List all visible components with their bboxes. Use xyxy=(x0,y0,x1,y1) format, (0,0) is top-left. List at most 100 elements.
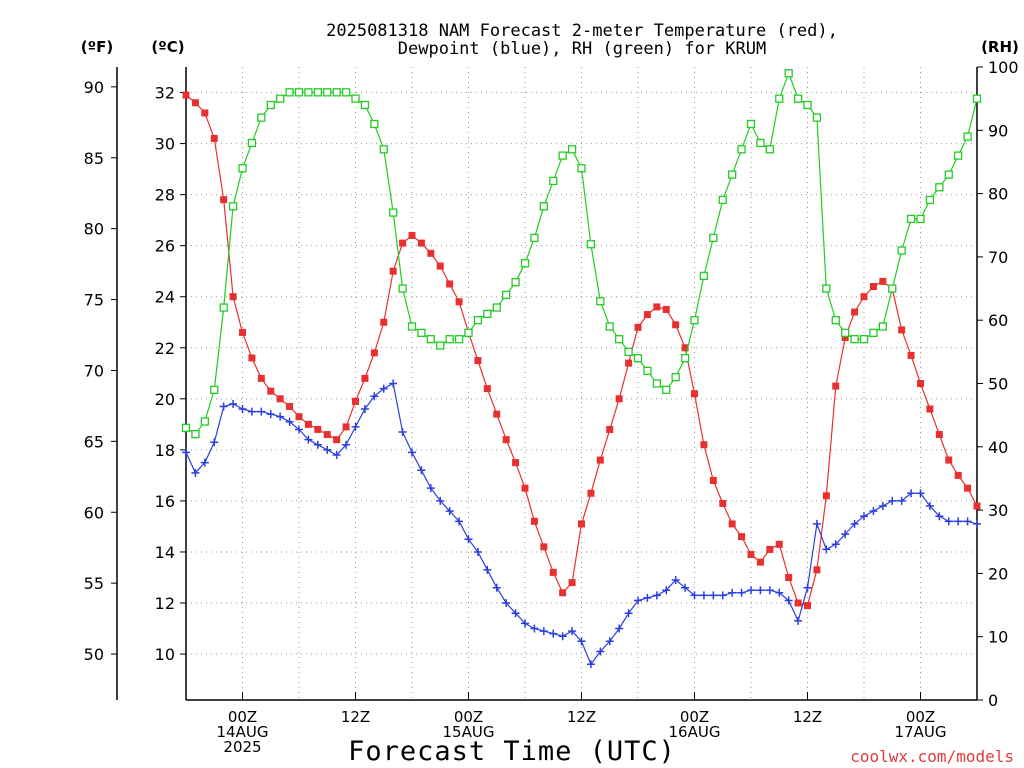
rh-point xyxy=(605,322,614,331)
dewpoint-point xyxy=(925,502,934,511)
rh-point xyxy=(304,88,313,97)
rh-point xyxy=(775,94,784,103)
rh-point xyxy=(379,145,388,154)
dewpoint-point xyxy=(775,588,784,597)
temperature-point xyxy=(389,267,397,275)
rh-point xyxy=(360,100,370,110)
rh-point xyxy=(454,335,464,344)
axes xyxy=(111,66,983,701)
dewpoint-point xyxy=(596,647,605,656)
rh-point xyxy=(549,176,558,186)
rh-point xyxy=(615,335,624,344)
temperature-point xyxy=(210,134,218,142)
rh-tick-label: 20 xyxy=(988,564,1008,583)
dewpoint-point xyxy=(266,410,275,419)
rh-tick-label: 30 xyxy=(988,501,1008,520)
temperature-point xyxy=(239,328,246,336)
rh-point xyxy=(746,119,756,129)
temperature-point xyxy=(832,382,840,390)
dewpoint-point xyxy=(709,591,718,600)
dewpoint-point xyxy=(822,545,831,554)
dewpoint-point xyxy=(803,583,812,592)
rh-point xyxy=(219,303,228,312)
temperature-point xyxy=(775,540,783,548)
dewpoint-point xyxy=(182,448,190,457)
rh-point xyxy=(662,385,671,394)
temperature-point xyxy=(229,293,237,301)
rh-point xyxy=(935,183,944,192)
dewpoint-point xyxy=(634,596,642,605)
dewpoint-point xyxy=(869,507,878,516)
temperature-point xyxy=(361,374,369,382)
temperature-point xyxy=(502,436,510,444)
rh-point xyxy=(389,208,398,217)
rh-point xyxy=(822,284,831,293)
rh-point xyxy=(285,88,294,97)
temperature-point xyxy=(304,420,312,428)
rh-point xyxy=(888,284,897,293)
x-tick-label: 17AUG xyxy=(895,723,947,741)
celsius-tick-label: 26 xyxy=(155,237,175,256)
rh-tick-label: 90 xyxy=(988,121,1008,140)
rh-point xyxy=(596,297,605,306)
dewpoint-point xyxy=(558,632,567,641)
rh-point xyxy=(181,423,191,432)
temperature-point xyxy=(578,520,585,528)
dewpoint-point xyxy=(577,637,586,646)
dewpoint-point xyxy=(756,586,765,595)
fahrenheit-unit-label: (ºF) xyxy=(81,38,113,56)
temperature-point xyxy=(756,558,764,566)
celsius-tick-label: 14 xyxy=(155,543,175,562)
temperature-point xyxy=(587,489,595,497)
temperature-point xyxy=(596,456,604,464)
dewpoint-point xyxy=(944,517,953,526)
x-tick-label: 12Z xyxy=(341,708,370,726)
temperature-point xyxy=(643,311,651,319)
rh-point xyxy=(643,366,652,375)
temperature-point xyxy=(634,323,642,331)
rh-point xyxy=(652,379,661,388)
dewpoint-point xyxy=(379,384,388,393)
fahrenheit-tick-label: 90 xyxy=(84,78,104,97)
temperature-point xyxy=(738,533,746,541)
dewpoint-point xyxy=(285,417,294,426)
rh-point xyxy=(502,290,511,300)
celsius-tick-label: 16 xyxy=(155,492,175,511)
rh-point xyxy=(567,145,577,154)
rh-point xyxy=(954,151,963,160)
temperature-point xyxy=(295,413,303,421)
rh-point xyxy=(944,170,953,179)
temperature-point xyxy=(417,239,425,247)
dewpoint-point xyxy=(737,588,746,597)
rh-point xyxy=(266,100,275,110)
dewpoint-point xyxy=(973,519,981,528)
temperature-point xyxy=(446,280,454,288)
dewpoint-point xyxy=(954,517,963,526)
temperature-point xyxy=(380,318,388,326)
dewpoint-point xyxy=(323,445,332,454)
temperature-point xyxy=(719,499,727,507)
temperature-point xyxy=(191,99,199,107)
temperature-point xyxy=(785,573,793,581)
dewpoint-point xyxy=(963,517,972,526)
dewpoint-point xyxy=(662,586,671,595)
celsius-unit-label: (ºC) xyxy=(151,38,184,56)
rh-point xyxy=(709,233,718,243)
rh-point xyxy=(793,94,803,103)
rh-point xyxy=(963,132,972,141)
x-tick-label: 00Z xyxy=(228,708,257,726)
rh-point xyxy=(878,322,887,331)
temperature-point xyxy=(691,390,698,398)
rh-tick-label: 100 xyxy=(988,58,1019,77)
rh-point xyxy=(916,214,925,224)
rh-point xyxy=(737,145,746,154)
rh-point xyxy=(784,69,793,78)
rh-point xyxy=(897,246,906,255)
rh-point xyxy=(728,170,737,179)
temperature-point xyxy=(681,344,689,352)
dewpoint-point xyxy=(765,586,774,595)
temperature-point xyxy=(474,357,482,365)
dewpoint-point xyxy=(276,412,285,421)
dewpoint-point xyxy=(728,588,737,597)
temperature-point xyxy=(935,431,943,439)
